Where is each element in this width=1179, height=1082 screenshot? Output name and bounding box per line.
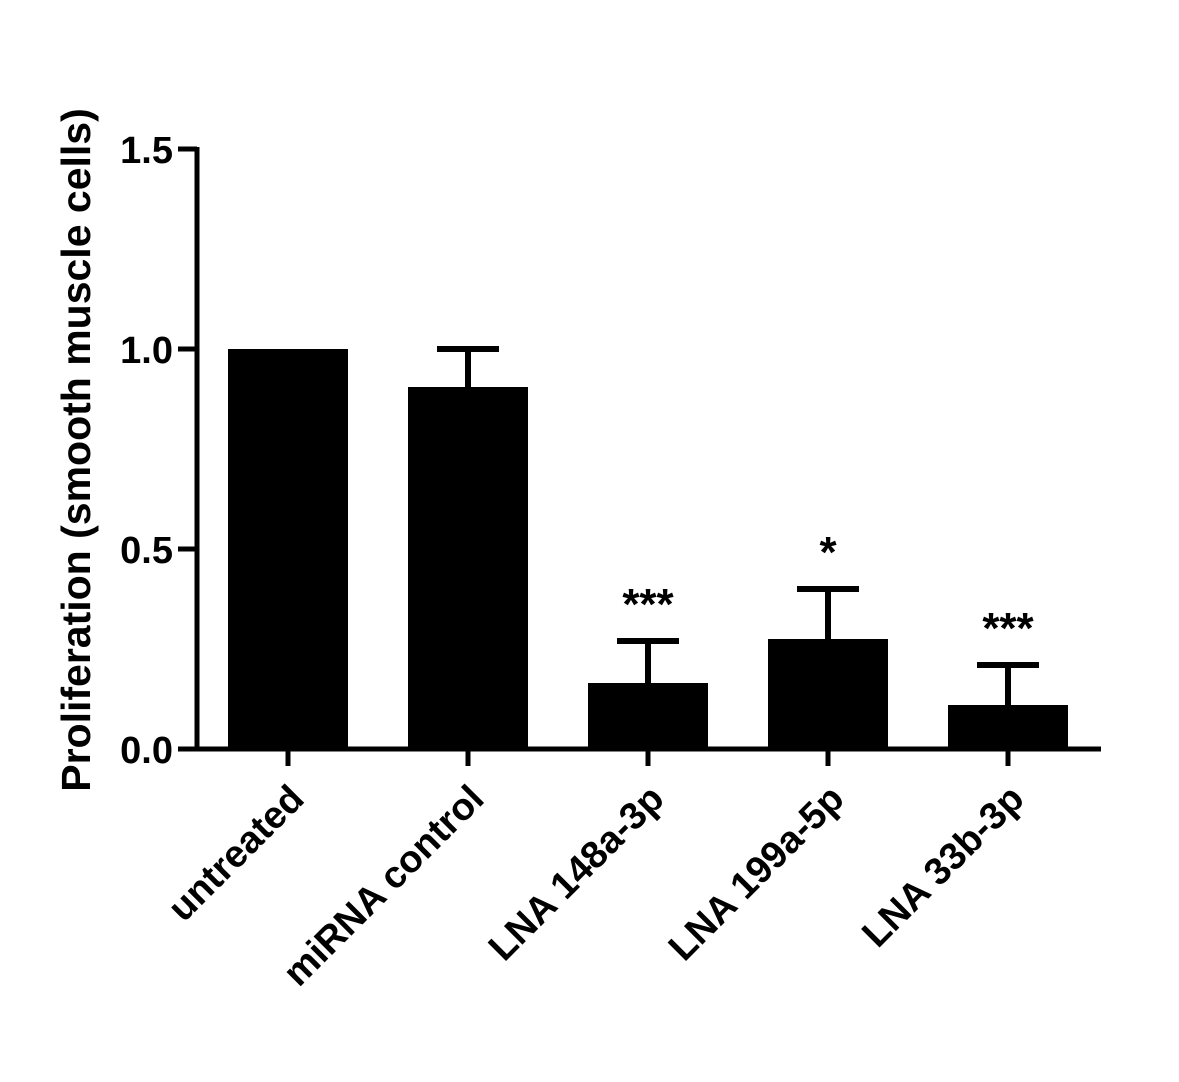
bar-5	[948, 705, 1068, 749]
bar-4	[768, 639, 888, 749]
category-label-1: untreated	[160, 778, 312, 930]
bar-2	[408, 387, 528, 749]
bar-3	[588, 683, 708, 749]
error-bars-group	[437, 346, 1039, 705]
y-axis-title: Proliferation (smooth muscle cells)	[53, 108, 99, 792]
bar-1	[228, 349, 348, 749]
significance-label-5: ***	[982, 604, 1034, 653]
significance-label-4: *	[819, 528, 837, 577]
category-label-4: LNA 199a-5p	[661, 778, 852, 969]
significance-label-3: ***	[622, 580, 674, 629]
category-label-3: LNA 148a-3p	[481, 778, 672, 969]
y-tick-label-3: 1.0	[120, 330, 173, 372]
y-tick-label-2: 0.5	[120, 530, 173, 572]
axes-group	[178, 146, 1101, 766]
y-tick-label-1: 0.0	[120, 730, 173, 772]
category-label-5: LNA 33b-3p	[854, 778, 1032, 956]
y-tick-label-4: 1.5	[120, 130, 173, 172]
bars-group	[228, 349, 1068, 749]
